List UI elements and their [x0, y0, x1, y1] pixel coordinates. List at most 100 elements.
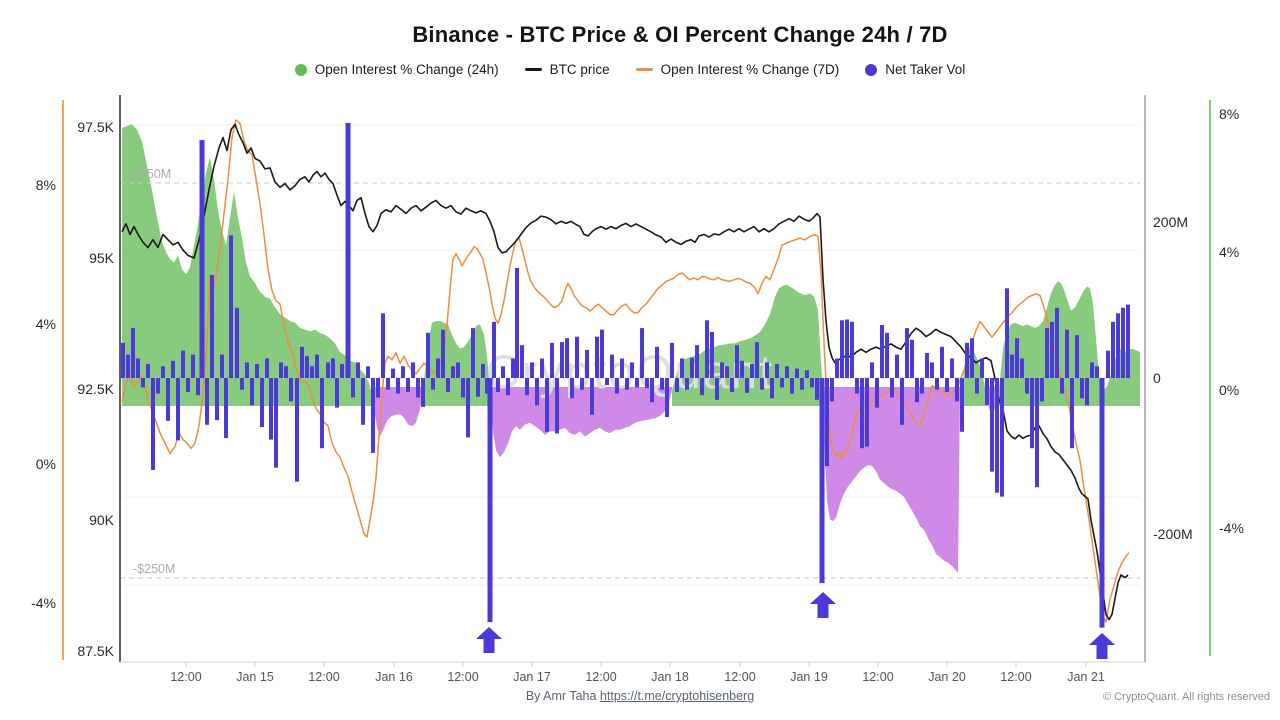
net-taker-vol-bar [885, 332, 889, 378]
net-taker-vol-bar [166, 378, 170, 421]
net-taker-vol-bar [351, 378, 355, 398]
net-taker-vol-bar [156, 378, 160, 394]
net-taker-vol-bar [700, 378, 704, 396]
x-tick-label: 12:00 [862, 670, 894, 684]
net-taker-vol-bar [1121, 307, 1125, 378]
legend-item-oi-24h[interactable]: Open Interest % Change (24h) [294, 62, 499, 77]
net-taker-vol-bar [705, 320, 709, 378]
arrow-up-icon [810, 592, 836, 618]
net-taker-vol-bar [815, 378, 819, 400]
green-dot-icon [294, 63, 307, 76]
x-tick-label: Jan 15 [236, 670, 274, 684]
net-taker-vol-bar [487, 378, 493, 623]
net-taker-vol-bar [265, 358, 269, 378]
net-taker-vol-bar [765, 362, 769, 378]
legend-item-oi-7d[interactable]: Open Interest % Change (7D) [635, 62, 840, 77]
net-taker-vol-bar [401, 366, 405, 378]
x-tick-label: Jan 19 [790, 670, 828, 684]
net-taker-vol-bar [955, 378, 959, 402]
taker-tick-label: -200M [1153, 526, 1193, 542]
net-taker-vol-bar [800, 378, 804, 390]
net-taker-vol-bar [640, 328, 644, 378]
net-taker-vol-bar [835, 358, 839, 378]
net-taker-vol-bar [515, 268, 519, 378]
net-taker-vol-bar [255, 364, 259, 378]
net-taker-vol-bar [755, 342, 759, 378]
x-tick-label: Jan 17 [513, 670, 551, 684]
net-taker-vol-bar [501, 366, 505, 378]
oi7d-tick-label: 8% [35, 177, 56, 193]
price-tick-label: 95K [89, 250, 114, 266]
net-taker-vol-bar [1065, 329, 1069, 378]
net-taker-vol-bar [665, 378, 669, 417]
net-taker-vol-bar [431, 378, 435, 390]
oi24h-area-negative [823, 387, 960, 573]
net-taker-vol-bar [1040, 378, 1044, 402]
net-taker-vol-bar [530, 362, 534, 378]
net-taker-vol-bar [600, 329, 604, 378]
net-taker-vol-bar [340, 364, 344, 378]
net-taker-vol-bar [850, 321, 854, 378]
taker-tick-label: 0 [1153, 370, 1161, 386]
net-taker-vol-bar [915, 378, 919, 403]
net-taker-vol-bar [466, 378, 470, 438]
byline-link[interactable]: https://t.me/cryptohisenberg [599, 689, 755, 703]
net-taker-vol-bar [224, 378, 228, 439]
net-taker-vol-bar [121, 342, 125, 378]
net-taker-vol-bar [620, 358, 624, 378]
net-taker-vol-bar [1060, 378, 1064, 394]
net-taker-vol-bar [790, 378, 794, 394]
net-taker-vol-bar [655, 346, 659, 378]
legend-item-btc-price[interactable]: BTC price [524, 62, 610, 77]
net-taker-vol-bar [446, 378, 450, 392]
net-taker-vol-bar [376, 378, 380, 398]
legend-item-net-taker-vol[interactable]: Net Taker Vol [865, 62, 965, 77]
net-taker-vol-bar [690, 357, 694, 378]
net-taker-vol-bar [421, 378, 425, 407]
net-taker-vol-bar [1020, 358, 1024, 378]
net-taker-vol-bar [1070, 378, 1074, 449]
copyright: © CryptoQuant. All rights reserved [1102, 691, 1270, 703]
net-taker-vol-bar [995, 378, 999, 493]
net-taker-vol-bar [770, 378, 774, 399]
net-taker-vol-bar [441, 329, 445, 378]
net-taker-vol-bar [215, 378, 219, 421]
net-taker-vol-bar [1030, 378, 1034, 449]
arrow-up-icon [1089, 633, 1115, 659]
x-tick-label: Jan 20 [928, 670, 966, 684]
net-taker-vol-bar [196, 378, 200, 396]
x-tick-label: Jan 21 [1067, 670, 1105, 684]
net-taker-vol-bar [825, 378, 829, 467]
oi24h-tick-label: 0% [1219, 382, 1240, 398]
net-taker-vol-bar [176, 378, 180, 441]
oi7d-tick-label: -4% [31, 595, 56, 611]
net-taker-vol-bar [685, 378, 689, 390]
net-taker-vol-bar [900, 378, 904, 425]
net-taker-vol-bar [520, 345, 524, 378]
net-taker-vol-bar [310, 366, 314, 378]
net-taker-vol-bar [1075, 335, 1079, 378]
net-taker-vol-bar [366, 366, 370, 378]
net-taker-vol-bar [675, 378, 679, 392]
net-taker-vol-bar [496, 378, 500, 392]
net-taker-vol-bar [880, 325, 884, 378]
net-taker-vol-bar [295, 378, 299, 482]
net-taker-vol-bar [1025, 378, 1029, 394]
net-taker-vol-bar [840, 320, 844, 378]
net-taker-vol-bar [750, 364, 754, 378]
legend: Open Interest % Change (24h) BTC price O… [0, 62, 1260, 77]
net-taker-vol-bar [965, 342, 969, 378]
net-taker-vol-bar [730, 378, 734, 392]
legend-label: Open Interest % Change (7D) [660, 62, 840, 77]
reference-line-label: $250M [133, 167, 172, 181]
net-taker-vol-bar [865, 378, 869, 447]
net-taker-vol-bar [471, 328, 475, 378]
net-taker-vol-bar [315, 354, 319, 378]
net-taker-vol-bar [695, 345, 699, 378]
net-taker-vol-bar [819, 378, 825, 584]
net-taker-vol-bar [1055, 307, 1059, 378]
net-taker-vol-bar [735, 345, 739, 378]
net-taker-vol-bar [361, 378, 365, 425]
net-taker-vol-bar [920, 378, 924, 394]
net-taker-vol-bar [845, 319, 849, 378]
